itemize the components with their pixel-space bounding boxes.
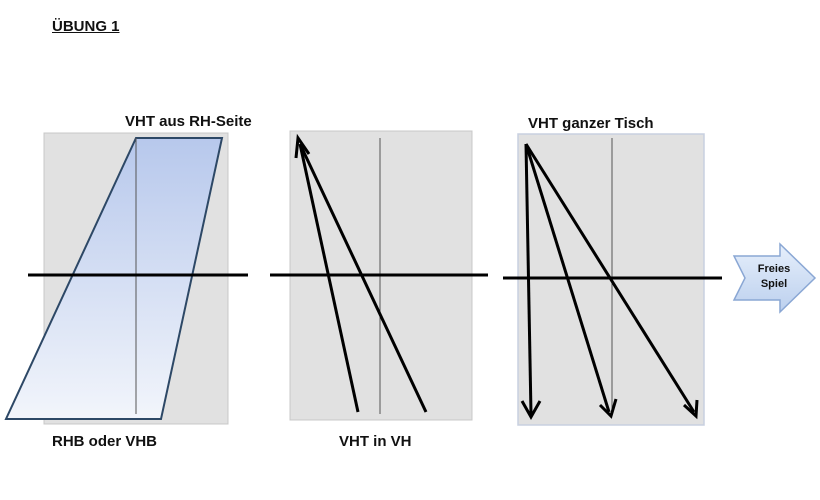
panel-1-bottom-label: RHB oder VHB [52,433,158,450]
arrowhead-1 [294,133,311,159]
ball-path-1 [298,143,360,413]
next-step-label: Freies Spiel [748,262,800,292]
page-title: ÜBUNG 1 [52,18,120,35]
arrowhead-3 [598,398,618,419]
panel-3-top-label: VHT ganzer Tisch [528,115,654,132]
ball-path-4 [524,143,611,413]
next-step-arrow [732,242,817,314]
next-step-line-1: Freies [757,263,791,275]
panel-2-bottom-label: VHT in VH [339,433,412,450]
panel-1-top-label: VHT aus RH-Seite [125,113,252,130]
panel-1 [4,132,248,425]
target-zone [4,137,224,420]
ball-path-2 [298,143,428,413]
next-step-line-2: Spiel [760,278,788,290]
ball-path-3 [524,143,533,415]
arrowhead-4 [682,399,699,420]
panel-2 [270,130,488,421]
ball-path-5 [524,143,696,413]
arrowhead-2 [520,400,542,421]
panel-3 [503,133,722,426]
